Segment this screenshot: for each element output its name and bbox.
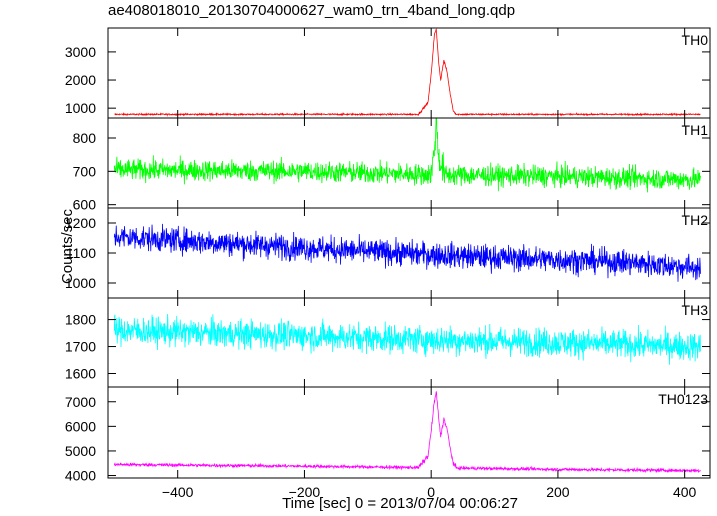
- y-tick-label: 1700: [65, 339, 96, 355]
- panel-label-th3: TH3: [682, 302, 709, 318]
- panel-label-th1: TH1: [682, 122, 709, 138]
- y-tick-label: 1000: [65, 100, 96, 116]
- panel-frame-th1: [107, 117, 711, 209]
- x-axis-label: Time [sec] 0 = 2013/07/04 00:06:27: [282, 495, 518, 512]
- panel-label-th0123: TH0123: [658, 391, 708, 407]
- y-tick-label: 2000: [65, 72, 96, 88]
- x-tick-label: −200: [289, 484, 321, 500]
- series-line-th1: [113, 118, 701, 193]
- y-tick-label: 1000: [65, 275, 96, 291]
- y-tick-label: 600: [73, 197, 97, 213]
- x-tick-label: −400: [162, 484, 194, 500]
- y-tick-label: 800: [73, 130, 97, 146]
- y-tick-label: 3000: [65, 44, 96, 60]
- panel-frame-th0: [107, 27, 711, 119]
- x-tick-label: 200: [546, 484, 570, 500]
- x-tick-label: 0: [427, 484, 435, 500]
- y-tick-label: 1600: [65, 366, 96, 382]
- series-line-th0123: [113, 391, 701, 474]
- y-tick-label: 7000: [65, 394, 96, 410]
- panel-label-th0: TH0: [682, 32, 709, 48]
- panel-label-th2: TH2: [682, 212, 709, 228]
- y-tick-label: 6000: [65, 418, 96, 434]
- chart-title: ae408018010_20130704000627_wam0_trn_4ban…: [108, 2, 516, 19]
- y-tick-label: 5000: [65, 443, 96, 459]
- x-tick-label: 400: [673, 484, 697, 500]
- y-tick-label: 700: [73, 163, 97, 179]
- series-line-th2: [113, 223, 701, 282]
- y-tick-label: 1800: [65, 312, 96, 328]
- series-line-th0: [114, 28, 701, 117]
- y-tick-label: 1200: [65, 215, 96, 231]
- series-line-th3: [113, 314, 701, 365]
- y-tick-label: 4000: [65, 468, 96, 484]
- y-tick-label: 1100: [66, 245, 96, 261]
- panel-frame-th0123: [107, 386, 711, 479]
